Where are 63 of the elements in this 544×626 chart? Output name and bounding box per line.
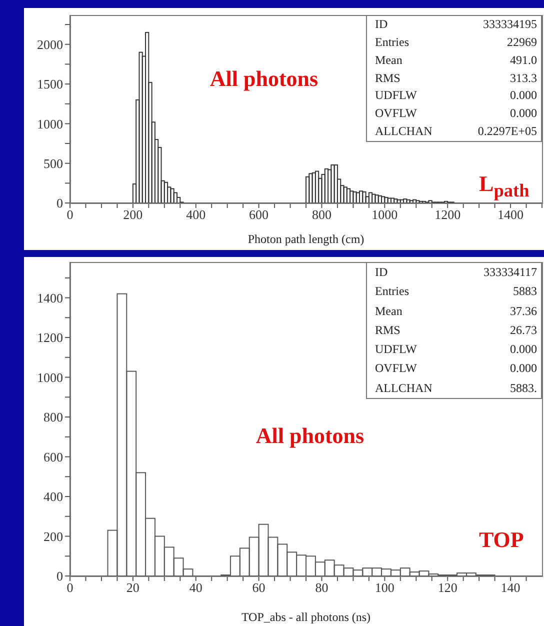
annotation: 333334195 [483, 16, 537, 33]
annotation: 333334117 [483, 264, 537, 281]
x-tick-label: 1400 [498, 207, 524, 222]
annotation: 0.000 [510, 87, 537, 104]
annotation: ID [375, 16, 388, 33]
annotation: RMS [375, 70, 400, 87]
x-tick-label: 140 [500, 580, 520, 596]
y-tick-label: 600 [44, 449, 63, 464]
x-axis-title: TOP_abs - all photons (ns) [241, 610, 371, 624]
annotation: 26.73 [510, 322, 537, 339]
x-tick-label: 40 [189, 580, 202, 596]
annotation: Mean [375, 52, 402, 69]
annotation: All photons [208, 66, 320, 92]
y-tick-label: 0 [56, 196, 63, 211]
x-tick-label: 600 [249, 207, 269, 222]
annotation: Entries [375, 283, 409, 300]
y-tick-label: 2000 [37, 36, 63, 52]
y-tick-label: 1400 [37, 290, 63, 306]
annotation: RMS [375, 322, 400, 339]
annotation: 0.000 [510, 105, 537, 122]
x-tick-label: 1000 [372, 207, 398, 222]
x-axis-title: Photon path length (cm) [248, 232, 364, 246]
annotation: 313.3 [510, 70, 537, 87]
annotation: UDFLW [375, 341, 417, 358]
annotation: Entries [375, 34, 409, 51]
y-tick-label: 1000 [37, 370, 63, 385]
x-tick-label: 20 [126, 580, 140, 596]
x-tick-label: 60 [252, 580, 266, 596]
x-tick-label: 120 [438, 580, 458, 596]
x-tick-label: 80 [315, 580, 328, 596]
x-tick-label: 100 [374, 580, 394, 596]
annotation: 0.000 [510, 341, 537, 358]
x-tick-label: 0 [66, 580, 74, 596]
y-tick-label: 500 [44, 156, 63, 171]
y-tick-label: 400 [44, 489, 63, 504]
annotation: 5883. [510, 380, 537, 397]
x-tick-label: 0 [66, 207, 74, 222]
y-tick-label: 1200 [37, 330, 63, 346]
y-tick-label: 1500 [37, 76, 63, 92]
annotation: 5883 [513, 283, 537, 300]
y-tick-label: 800 [44, 410, 63, 425]
annotation: ALLCHAN [375, 380, 432, 397]
annotation: 0.000 [510, 360, 537, 378]
x-tick-label: 800 [312, 207, 332, 222]
x-tick-label: 400 [186, 207, 206, 222]
x-tick-label: 1200 [434, 207, 461, 222]
annotation: 491.0 [510, 52, 537, 69]
annotation: Mean [375, 302, 402, 320]
y-tick-label: 0 [56, 568, 63, 584]
annotation: 0.2297E+05 [478, 123, 537, 140]
y-tick-label: 200 [44, 528, 63, 544]
annotation: 22969 [507, 34, 537, 51]
annotation: ID [375, 264, 388, 281]
annotation: TOP [479, 527, 524, 553]
annotation: L$_{path}$ [479, 171, 530, 202]
annotation: All photons [254, 423, 366, 449]
x-tick-label: 200 [123, 207, 143, 222]
annotation: ALLCHAN [375, 123, 432, 140]
annotation: OVFLW [375, 105, 417, 122]
annotation: 37.36 [510, 302, 537, 320]
y-tick-label: 1000 [37, 116, 63, 132]
annotation: OVFLW [375, 360, 417, 378]
annotation: UDFLW [375, 87, 417, 104]
